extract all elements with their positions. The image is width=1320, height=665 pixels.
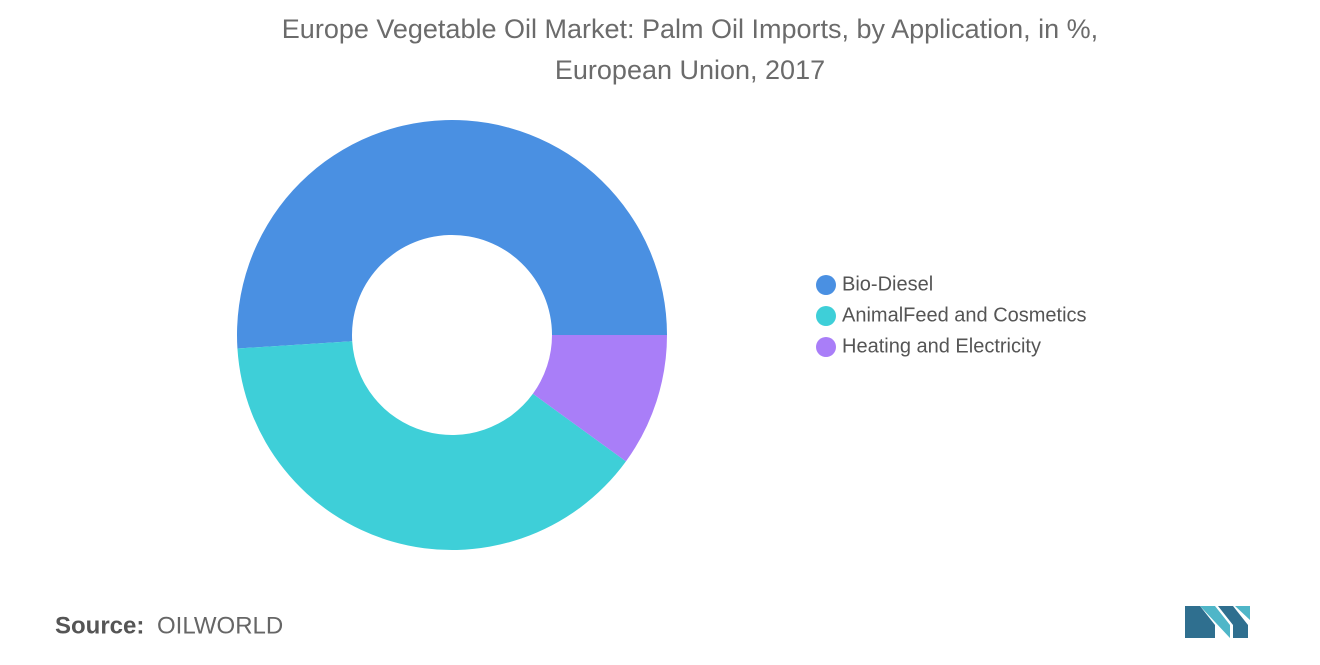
legend-label: AnimalFeed and Cosmetics: [842, 304, 1087, 326]
source-label: Source:: [55, 612, 144, 639]
donut-slice: [237, 341, 626, 551]
donut-slice: [237, 120, 668, 349]
legend-marker: [816, 275, 836, 295]
legend-label: Bio-Diesel: [842, 273, 933, 295]
legend-marker: [816, 337, 836, 357]
donut-slice: [532, 335, 667, 462]
legend-marker: [816, 306, 836, 326]
logo: [1185, 606, 1250, 638]
chart-title: Europe Vegetable Oil Market: Palm Oil Im…: [282, 14, 1098, 44]
legend-label: Heating and Electricity: [842, 335, 1041, 357]
source-value: OILWORLD: [157, 612, 283, 639]
chart-subtitle: European Union, 2017: [555, 55, 825, 85]
